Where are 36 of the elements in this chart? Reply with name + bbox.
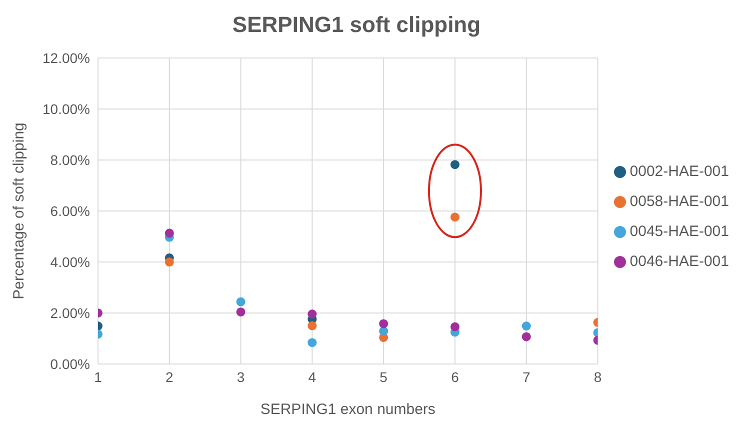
x-tick-label: 4 [308,368,316,385]
point [164,257,174,267]
point [522,322,531,331]
legend-label: 0045-HAE-001 [630,223,729,240]
y-tick-label: 12.00% [42,50,90,66]
point [450,322,460,332]
point [164,228,174,238]
chart-title: SERPING1 soft clipping [231,12,482,38]
point [236,297,246,306]
x-tick-label: 6 [451,368,460,385]
point [308,321,317,330]
y-tick-label: 4.00% [50,254,90,270]
x-tick-label: 5 [380,368,388,385]
point [379,319,388,328]
point [450,212,460,222]
x-tick-label: 2 [165,368,174,385]
point [308,310,317,319]
x-tick-label: 1 [94,368,102,385]
legend-label: 0046-HAE-001 [630,253,729,270]
point [379,326,388,336]
x-tick-label: 8 [594,368,602,385]
point [236,307,246,316]
y-axis-title: Percentage of soft clipping [10,122,28,300]
point [450,160,460,170]
point [522,332,531,342]
y-tick-label: 10.00% [42,100,90,117]
y-tick-label: 8.00% [50,152,90,168]
y-tick-label: 2.00% [50,304,90,321]
x-axis-title: SERPING1 exon numbers [260,401,436,418]
x-tick-label: 7 [522,368,530,385]
y-tick-label: 0.00% [50,356,90,372]
legend-label: 0002-HAE-001 [630,163,729,180]
legend-label: 0058-HAE-001 [630,193,729,210]
y-tick-label: 6.00% [50,202,90,219]
x-tick-label: 3 [236,368,245,385]
point [308,338,317,348]
